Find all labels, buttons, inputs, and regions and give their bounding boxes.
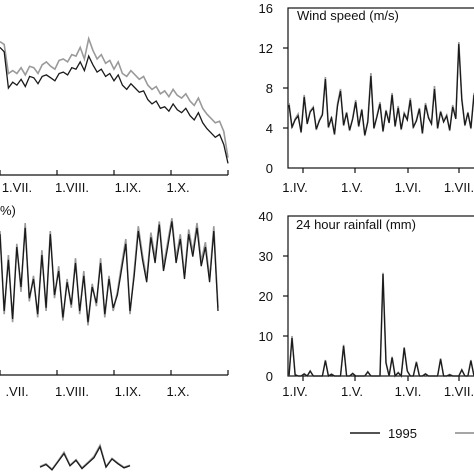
- series-line-1995: [0, 221, 219, 323]
- panel-top-left: 1.VII. 1.VIII. 1.IX. 1.X.: [0, 35, 229, 195]
- x-tick-label: 1.IV.: [282, 180, 308, 195]
- series-line-1995: [0, 46, 229, 164]
- chart-title: Wind speed (m/s): [297, 8, 399, 23]
- x-tick-label: 1.VIII.: [55, 384, 89, 399]
- x-tick-label: 1.VII.: [2, 180, 32, 195]
- y-axis-ticks: [283, 47, 288, 129]
- x-tick-label: 1.VI.: [395, 180, 422, 195]
- y-axis-ticks: [283, 255, 288, 337]
- chart-title: 24 hour rainfall (mm): [296, 217, 416, 232]
- y-tick-label: 8: [266, 81, 273, 96]
- y-tick-label: 10: [259, 329, 273, 344]
- x-tick-label: 1.IX.: [115, 180, 142, 195]
- x-tick-label: 1.IX.: [115, 384, 142, 399]
- series-line-gray: [0, 35, 229, 158]
- x-tick-label: 1.VIII.: [55, 180, 89, 195]
- chart-title: %): [0, 203, 16, 218]
- series-line-1995: [288, 43, 474, 136]
- y-tick-label: 0: [266, 161, 273, 176]
- x-tick-label: 1.V.: [341, 384, 363, 399]
- legend: 1995: [350, 426, 474, 441]
- panel-bottom-left: [39, 443, 131, 471]
- y-tick-label: 16: [259, 1, 273, 16]
- x-axis-ticks: [302, 376, 460, 381]
- y-tick-label: 12: [259, 41, 273, 56]
- legend-label-1995: 1995: [388, 426, 417, 441]
- panel-middle-left: %) .VII. 1.VIII. 1.IX. 1.X.: [0, 203, 229, 399]
- y-tick-label: 20: [259, 289, 273, 304]
- x-tick-label: .VII.: [5, 384, 28, 399]
- panel-top-right: Wind speed (m/s) 16 12 8 4 0 1.IV. 1.V. …: [259, 1, 474, 195]
- y-tick-label: 4: [266, 121, 273, 136]
- x-axis-ticks: [0, 370, 229, 375]
- x-tick-label: 1.VII.: [444, 180, 474, 195]
- x-tick-label: 1.X.: [166, 180, 189, 195]
- x-tick-label: 1.V.: [341, 180, 363, 195]
- x-tick-label: 1.X.: [166, 384, 189, 399]
- plot-frame: [287, 7, 474, 169]
- x-tick-label: 1.VI.: [395, 384, 422, 399]
- y-tick-label: 40: [259, 209, 273, 224]
- y-tick-label: 30: [259, 249, 273, 264]
- x-axis-ticks: [302, 168, 460, 173]
- series-line-1995: [288, 273, 474, 378]
- y-tick-label: 0: [266, 369, 273, 384]
- x-axis-ticks: [0, 170, 229, 175]
- x-tick-label: 1.VII.: [444, 384, 474, 399]
- x-tick-label: 1.IV.: [282, 384, 308, 399]
- panel-middle-right: 24 hour rainfall (mm) 40 30 20 10 0 1.IV…: [259, 209, 474, 399]
- series-line-1995: [39, 445, 131, 471]
